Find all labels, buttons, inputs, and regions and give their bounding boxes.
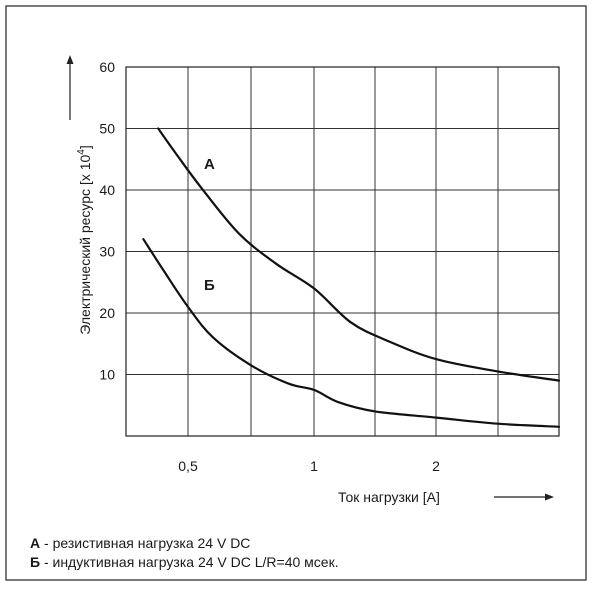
x-tick-label: 1: [310, 458, 318, 474]
y-tick-label: 30: [99, 244, 115, 260]
legend-key-b: Б: [30, 554, 40, 570]
series-line-a: [157, 127, 561, 382]
x-axis-arrow-head: [545, 493, 554, 501]
figure-border: [5, 5, 587, 581]
y-axis-title-exp: 4: [76, 149, 87, 155]
y-tick-label: 20: [99, 305, 115, 321]
curve-label-b: Б: [204, 277, 215, 294]
legend-key-a: А: [30, 535, 40, 551]
series-line-b: [142, 238, 561, 428]
curves: [142, 127, 561, 428]
x-tick-labels: 0,5 1 2: [178, 458, 440, 474]
y-tick-label: 50: [99, 121, 115, 137]
plot-frame: [125, 66, 560, 437]
y-tick-label: 10: [99, 367, 115, 383]
y-tick-label: 60: [99, 59, 115, 75]
plot-grid: [126, 67, 559, 436]
legend-text-a: - резистивная нагрузка 24 V DC: [40, 535, 250, 551]
legend-item-a: А - резистивная нагрузка 24 V DC: [30, 535, 250, 551]
legend-text-b: - индуктивная нагрузка 24 V DC L/R=40 мс…: [40, 554, 339, 570]
y-axis-title-main: Электрический ресурс [x 10: [77, 154, 93, 334]
y-axis-arrow-head: [66, 55, 74, 64]
y-tick-label: 40: [99, 182, 115, 198]
curve-label-a: А: [204, 156, 215, 173]
x-tick-label: 2: [432, 458, 440, 474]
legend-item-b: Б - индуктивная нагрузка 24 V DC L/R=40 …: [30, 554, 339, 570]
y-axis-title-end: ]: [77, 145, 93, 149]
y-axis-title: Электрический ресурс [x 104]: [76, 145, 93, 334]
x-axis-title: Ток нагрузки [А]: [338, 489, 440, 505]
y-tick-labels: 10 20 30 40 50 60: [99, 59, 115, 383]
x-tick-label: 0,5: [178, 458, 198, 474]
y-axis-title-text: Электрический ресурс [x 104]: [76, 145, 93, 334]
